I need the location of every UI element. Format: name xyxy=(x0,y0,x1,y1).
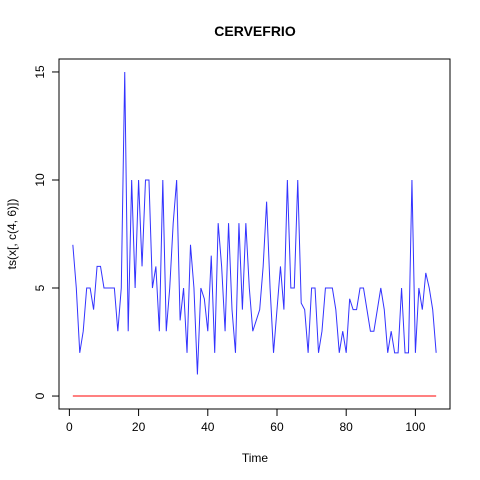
series-layer xyxy=(73,72,436,396)
x-tick-label: 0 xyxy=(66,420,73,434)
plot-frame xyxy=(59,59,450,409)
chart-title: CERVEFRIO xyxy=(214,23,296,39)
x-tick-label: 100 xyxy=(405,420,425,434)
x-axis-label: Time xyxy=(242,451,269,465)
x-tick-label: 40 xyxy=(201,420,215,434)
x-tick-label: 60 xyxy=(270,420,284,434)
x-axis: 0 20 40 60 80 100 xyxy=(66,409,426,434)
y-tick-label: 0 xyxy=(33,392,47,399)
x-tick-label: 80 xyxy=(340,420,354,434)
x-tick-label: 20 xyxy=(132,420,146,434)
y-tick-label: 10 xyxy=(33,173,47,187)
y-axis: 0 5 10 15 xyxy=(33,65,59,399)
y-axis-label: ts(x[, c(4, 6)]) xyxy=(5,199,19,270)
y-tick-label: 15 xyxy=(33,65,47,79)
series-line-1 xyxy=(73,72,436,374)
y-tick-label: 5 xyxy=(33,284,47,291)
